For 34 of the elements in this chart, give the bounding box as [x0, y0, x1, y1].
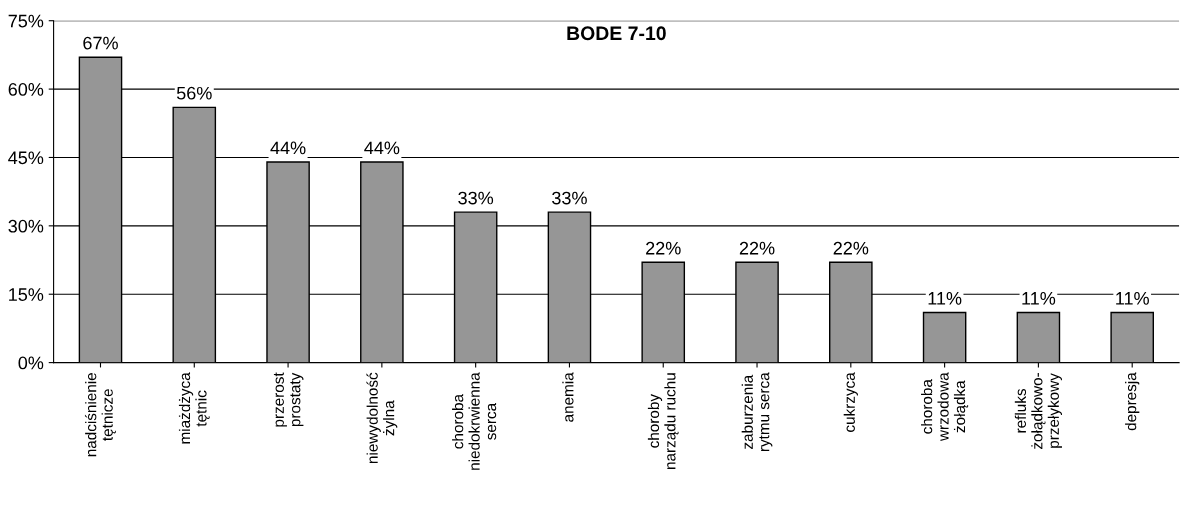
x-tick-label: przerost prostaty: [273, 372, 304, 427]
bar: [1110, 311, 1154, 363]
x-tick-label: anemia: [562, 372, 574, 422]
data-label: 22%: [646, 241, 681, 255]
data-label: 22%: [739, 241, 775, 255]
x-tick-label: choroba niedokrwienna serca: [452, 372, 497, 470]
y-tick-label: 30%: [8, 219, 44, 233]
data-label: 33%: [458, 191, 494, 205]
y-tick-label: 60%: [8, 83, 44, 96]
data-label: 11%: [1022, 292, 1056, 305]
data-label: 11%: [1116, 292, 1149, 305]
x-tick-label: choroby narządu ruchu: [647, 373, 679, 469]
y-tick-label: 75%: [8, 14, 44, 28]
y-tick-label: 45%: [8, 151, 44, 165]
data-label: 67%: [83, 36, 118, 50]
bar: [1016, 311, 1061, 363]
y-tick-label: 15%: [9, 288, 44, 301]
x-tick-label: miażdżyca tętnic: [178, 372, 210, 444]
x-tick-label: cukrzyca: [843, 372, 858, 432]
y-tick-label: 0%: [18, 356, 44, 370]
chart-title: BODE 7-10: [567, 26, 666, 41]
x-tick-label: niewydolność żylna: [366, 372, 398, 464]
data-label: 33%: [552, 191, 587, 205]
data-label: 44%: [270, 141, 306, 155]
data-label: 11%: [928, 292, 962, 305]
x-tick-label: zaburzenia rytmu serca: [741, 372, 773, 452]
bar: [922, 311, 967, 363]
data-label: 56%: [176, 86, 212, 100]
data-label: 22%: [833, 241, 869, 255]
x-tick-label: depresja: [1125, 372, 1140, 431]
x-tick-label: refluks żołądkowo- przełykowy: [1014, 373, 1062, 449]
x-tick-label: choroba wrzodowa żołądka: [921, 372, 969, 442]
x-tick-label: nadciśnienie tętnicze: [84, 373, 116, 457]
data-label: 44%: [364, 141, 400, 155]
